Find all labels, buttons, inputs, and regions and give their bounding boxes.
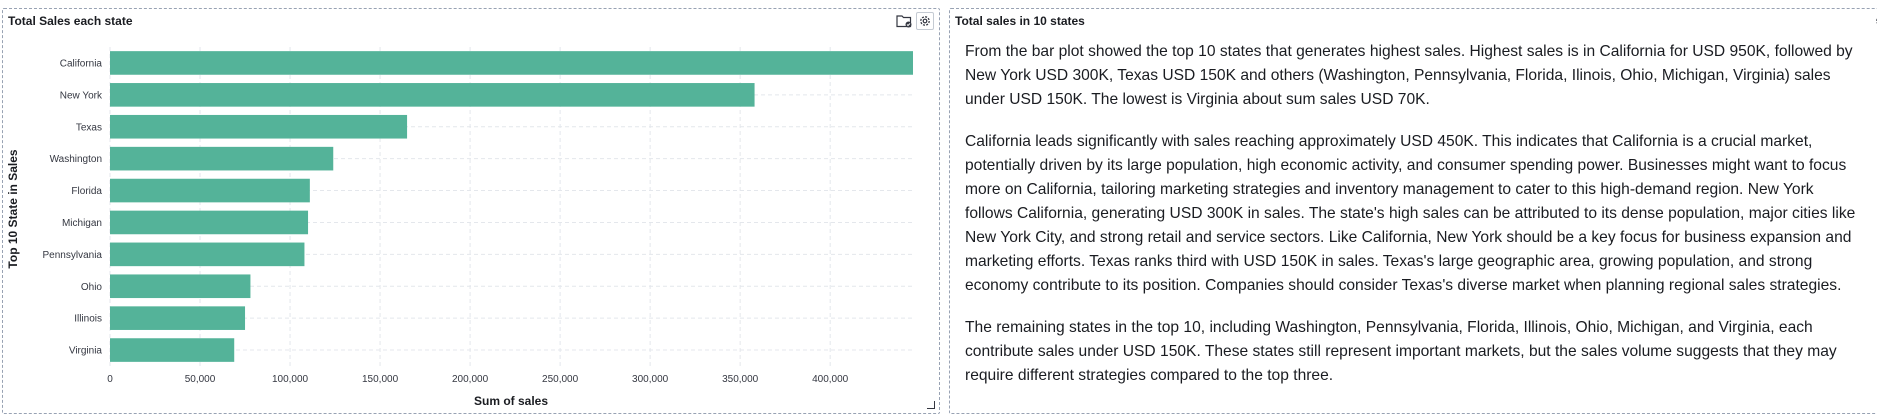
x-tick-label: 150,000 <box>362 374 399 385</box>
x-tick-label: 350,000 <box>722 374 759 385</box>
x-tick-label: 250,000 <box>542 374 579 385</box>
chart-panel-title: Total Sales each state <box>8 14 133 28</box>
markdown-text: From the bar plot showed the top 10 stat… <box>965 40 1865 406</box>
y-tick-label: Ohio <box>81 282 103 293</box>
bar-michigan[interactable] <box>110 210 309 235</box>
bar-pennsylvania[interactable] <box>110 242 305 267</box>
bar-texas[interactable] <box>110 114 408 139</box>
bar-washington[interactable] <box>110 146 334 171</box>
bar-illinois[interactable] <box>110 306 246 330</box>
y-tick-label: Washington <box>50 154 102 165</box>
y-tick-label: Pennsylvania <box>43 250 103 261</box>
paragraph-2: California leads significantly with sale… <box>965 133 1856 294</box>
gear-icon[interactable] <box>916 12 934 30</box>
paragraph-1: From the bar plot showed the top 10 stat… <box>965 43 1853 108</box>
y-tick-label: Virginia <box>69 346 103 357</box>
bar-virginia[interactable] <box>110 338 235 362</box>
x-tick-label: 0 <box>107 374 113 385</box>
x-tick-label: 100,000 <box>272 374 309 385</box>
bar-ohio[interactable] <box>110 274 251 299</box>
text-panel: Total sales in 10 states From the bar pl… <box>949 8 1877 414</box>
y-tick-label: Florida <box>71 186 102 197</box>
y-tick-label: Michigan <box>62 218 102 229</box>
x-tick-label: 400,000 <box>812 374 849 385</box>
y-tick-label: Texas <box>76 122 102 133</box>
text-panel-title: Total sales in 10 states <box>955 14 1085 28</box>
bar-chart: California New York Texas Washington Florida… <box>6 47 913 408</box>
x-tick-label: 50,000 <box>185 374 216 385</box>
bar-new-york[interactable] <box>110 83 755 107</box>
y-tick-label: New York <box>60 90 103 101</box>
chart-panel: Total Sales each state California New Yor… <box>2 8 940 414</box>
x-axis-title: Sum of sales <box>474 394 548 408</box>
y-tick-label: California <box>60 58 103 69</box>
x-tick-label: 200,000 <box>452 374 489 385</box>
y-axis-title: Top 10 State in Sales <box>6 149 20 268</box>
paragraph-3: The remaining states in the top 10, incl… <box>965 319 1837 384</box>
y-tick-label: Illinois <box>74 314 102 325</box>
bar-california[interactable] <box>110 51 913 75</box>
folder-check-icon[interactable] <box>895 12 913 30</box>
bar-florida[interactable] <box>110 178 310 203</box>
gear-icon[interactable] <box>1872 12 1877 30</box>
x-tick-label: 300,000 <box>632 374 669 385</box>
resize-handle[interactable] <box>927 401 935 409</box>
